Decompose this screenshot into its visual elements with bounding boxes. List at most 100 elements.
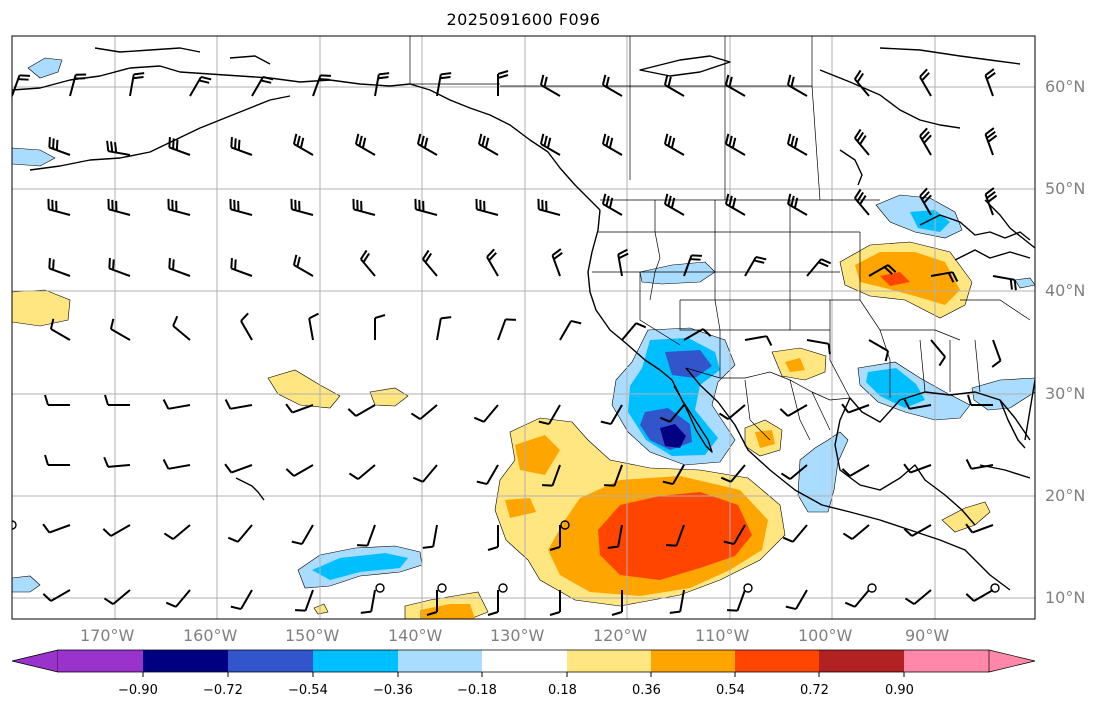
wind-barb — [227, 524, 253, 543]
wind-barb-staff — [497, 318, 507, 341]
wind-barb — [12, 274, 13, 276]
wind-barb-staff — [301, 524, 314, 545]
wind-barb-feather — [422, 545, 434, 549]
wind-barb-feather — [285, 403, 294, 414]
colorbar-label-neg036: −0.36 — [373, 683, 413, 698]
wind-barb — [665, 524, 685, 547]
wind-barb-feather — [608, 197, 614, 209]
lon-label-160w: 160°W — [183, 626, 238, 645]
wind-barb-feather — [669, 610, 681, 614]
wind-barb-feather — [106, 140, 110, 152]
wind-barb-feather — [790, 195, 795, 207]
wind-barb-feather — [986, 72, 996, 80]
colorbar-label-054: 0.54 — [716, 683, 745, 698]
colorbar-seg-8 — [651, 650, 735, 672]
wind-barb-feather — [234, 138, 237, 149]
wind-barb — [44, 454, 70, 466]
wind-barb-feather — [224, 463, 233, 474]
wind-barb-feather — [904, 597, 915, 605]
wind-barb-feather — [240, 312, 249, 322]
wind-barb-staff — [730, 464, 746, 483]
colorbar — [11, 649, 1036, 677]
wind-barb-feather — [549, 611, 561, 616]
wind-barb — [189, 75, 212, 97]
wind-barb-feather — [856, 191, 864, 202]
wind-barb-staff — [240, 320, 253, 341]
wind-barb — [108, 257, 131, 277]
colorbar-seg-7 — [567, 650, 651, 672]
wind-barb — [786, 193, 808, 216]
wind-barb — [601, 133, 623, 156]
wind-barb — [162, 399, 191, 410]
wind-barb-staff — [971, 524, 994, 534]
wind-barb — [669, 589, 685, 614]
wind-barb-feather — [477, 133, 483, 145]
wind-barb-feather — [360, 249, 368, 260]
wind-barb — [919, 68, 932, 97]
wind-barb-feather — [538, 420, 550, 426]
wind-barb — [621, 322, 647, 341]
wind-barb-feather — [724, 193, 730, 205]
wind-barb — [477, 133, 499, 156]
wind-barb-staff — [237, 524, 253, 543]
wind-barb-feather — [168, 136, 171, 148]
colorbar-seg-2 — [143, 650, 228, 672]
lon-label-110w: 110°W — [695, 626, 750, 645]
wind-barb-feather — [854, 128, 862, 139]
wind-barb — [476, 464, 499, 486]
wind-barb-feather — [539, 74, 545, 86]
wind-barb-feather — [416, 133, 422, 145]
wind-barb-feather — [605, 135, 610, 147]
wind-barb — [308, 312, 319, 341]
wind-barb-feather — [109, 318, 115, 330]
wind-barb — [12, 338, 13, 340]
wind-barb-feather — [362, 252, 370, 263]
wind-barb — [551, 248, 563, 277]
wind-barb-feather — [440, 72, 452, 76]
wind-barb-feather — [919, 127, 928, 137]
wind-barb-feather — [903, 463, 912, 474]
wind-barb-feather — [481, 135, 486, 147]
map-title: 2025091600 F096 — [446, 10, 601, 29]
wind-barb — [683, 328, 712, 341]
wind-barb-feather — [423, 137, 429, 149]
wind-barb-staff — [168, 404, 191, 410]
wind-barb-feather — [607, 545, 619, 549]
wind-barb-feather — [984, 187, 995, 196]
coastlines — [12, 47, 1035, 593]
wind-barb — [842, 524, 870, 540]
wind-barb-staff — [110, 328, 131, 341]
wind-barb-feather — [237, 139, 241, 151]
wind-barb-feather — [842, 532, 853, 540]
wind-barb-staff — [787, 404, 808, 417]
wind-barb-feather — [356, 544, 368, 547]
wind-barb-feather — [786, 193, 792, 205]
wind-barb-staff — [291, 404, 314, 414]
wind-barb-feather — [854, 69, 862, 80]
wind-barb-feather — [663, 193, 669, 205]
wind-barb-feather — [951, 271, 959, 282]
wind-barb — [229, 198, 253, 216]
colorbar-label-neg090: −0.90 — [118, 683, 158, 698]
wind-barb — [414, 198, 438, 216]
wind-barb — [992, 275, 1017, 291]
wind-barb — [744, 255, 767, 277]
wind-barb-feather — [18, 78, 29, 81]
wind-barb-feather — [292, 133, 298, 145]
wind-barb-feather — [420, 135, 425, 147]
wind-barb-feather — [549, 546, 561, 551]
wind-barb — [103, 456, 131, 468]
wind-barb-staff — [240, 589, 253, 610]
wind-barb-feather — [718, 412, 729, 420]
wind-barb-feather — [440, 76, 451, 80]
wind-barb — [163, 524, 191, 540]
wind-barb-staff — [230, 404, 253, 410]
wind-barb-feather — [919, 68, 928, 78]
lon-label-90w: 90°W — [905, 626, 950, 645]
wind-barb-feather — [782, 536, 794, 543]
wind-barb-staff — [610, 404, 623, 425]
wind-barb — [607, 524, 623, 549]
gridlines — [12, 36, 1035, 619]
wind-barb — [107, 198, 131, 216]
wind-barb — [844, 589, 870, 608]
